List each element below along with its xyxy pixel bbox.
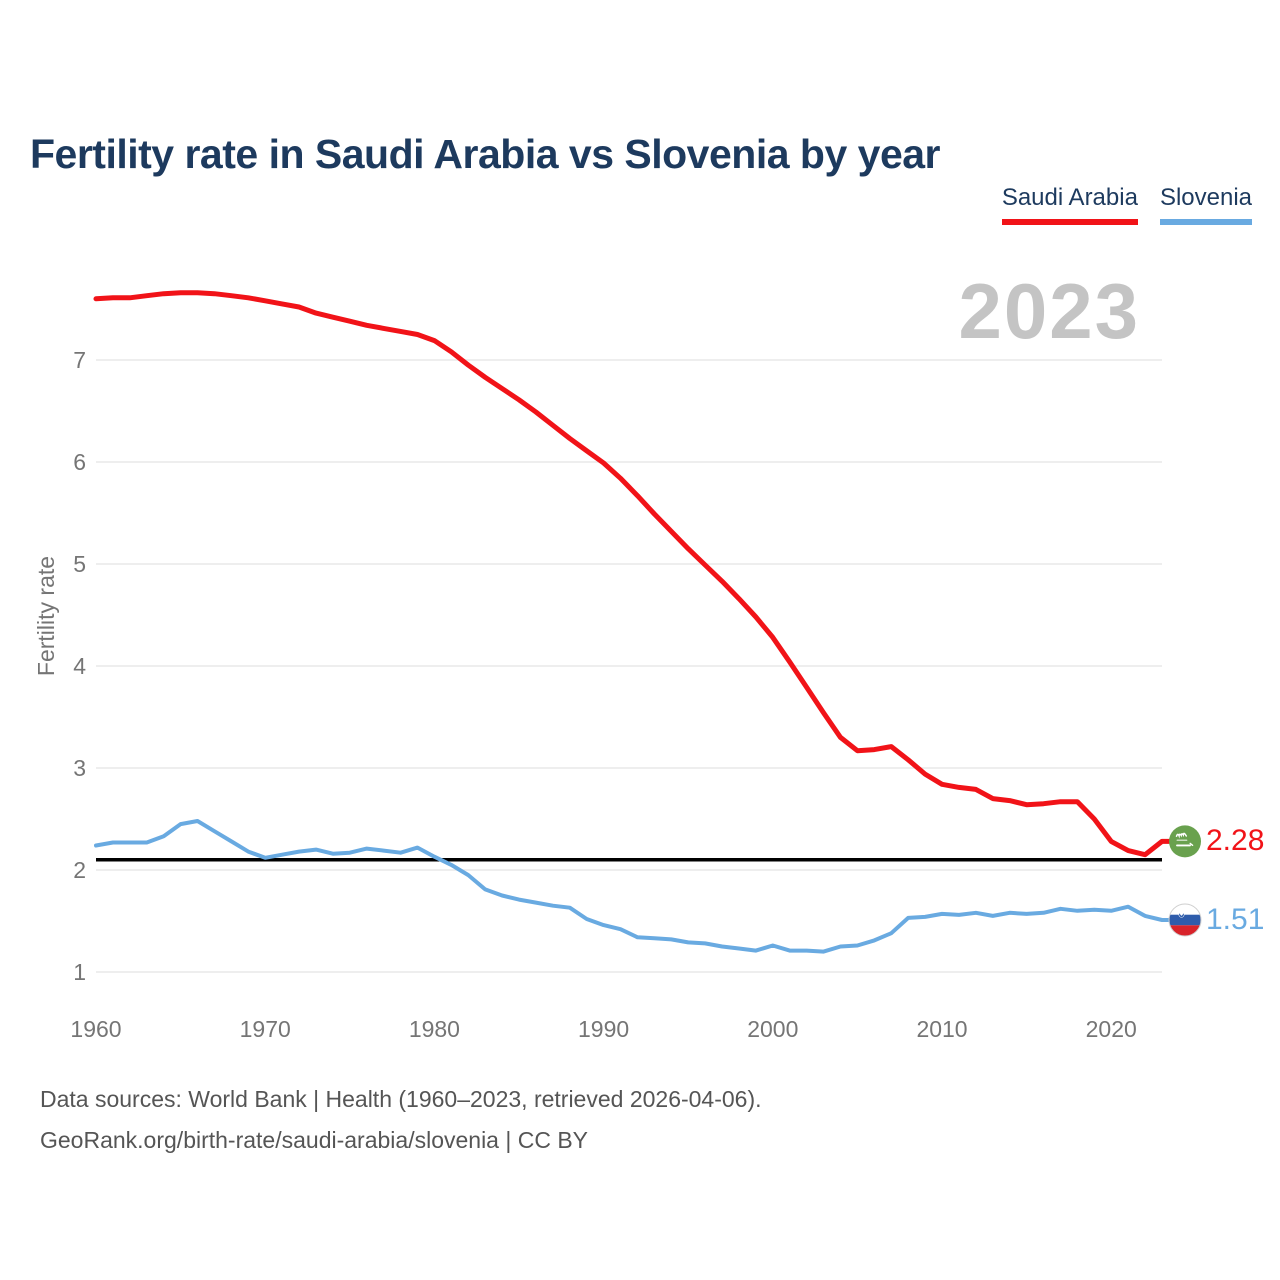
x-tick-label: 1970 (239, 1016, 291, 1042)
saudi-arabia-flag-icon (1169, 825, 1201, 858)
y-tick-label: 1 (73, 959, 86, 985)
series-lines (93, 290, 1173, 954)
legend: Saudi Arabia Slovenia (1001, 184, 1252, 225)
saudi-arabia-line (93, 290, 1173, 858)
page-title: Fertility rate in Saudi Arabia vs Sloven… (30, 131, 941, 178)
x-tick-label: 2020 (1085, 1016, 1137, 1042)
slovenia-line (94, 819, 1172, 954)
attribution-text: GeoRank.org/birth-rate/saudi-arabia/slov… (40, 1127, 589, 1153)
legend-item-slovenia[interactable]: Slovenia (1159, 184, 1252, 225)
year-watermark: 2023 (958, 267, 1140, 355)
y-tick-label: 7 (73, 347, 86, 373)
y-tick-label: 3 (73, 755, 86, 781)
x-tick-label: 2010 (916, 1016, 968, 1042)
x-tick-label: 1990 (578, 1016, 630, 1042)
slovenia-flag-icon (1168, 903, 1202, 937)
slovenia-value-label: 1.51 (1206, 902, 1265, 936)
x-tick-label: 1980 (408, 1016, 460, 1042)
y-tick-label: 4 (73, 653, 86, 679)
x-tick-label: 1960 (70, 1016, 122, 1042)
y-tick-label: 5 (73, 551, 86, 577)
saudi-arabia-value-label: 2.28 (1206, 824, 1265, 858)
footer: Data sources: World Bank | Health (1960–… (40, 1079, 762, 1161)
gridlines (96, 359, 1162, 973)
data-sources-text: Data sources: World Bank | Health (1960–… (40, 1086, 762, 1112)
y-tick-label: 6 (73, 449, 86, 475)
y-tick-label: 2 (73, 857, 86, 883)
legend-item-saudi-arabia[interactable]: Saudi Arabia (1001, 184, 1138, 225)
x-tick-label: 2000 (747, 1016, 799, 1042)
